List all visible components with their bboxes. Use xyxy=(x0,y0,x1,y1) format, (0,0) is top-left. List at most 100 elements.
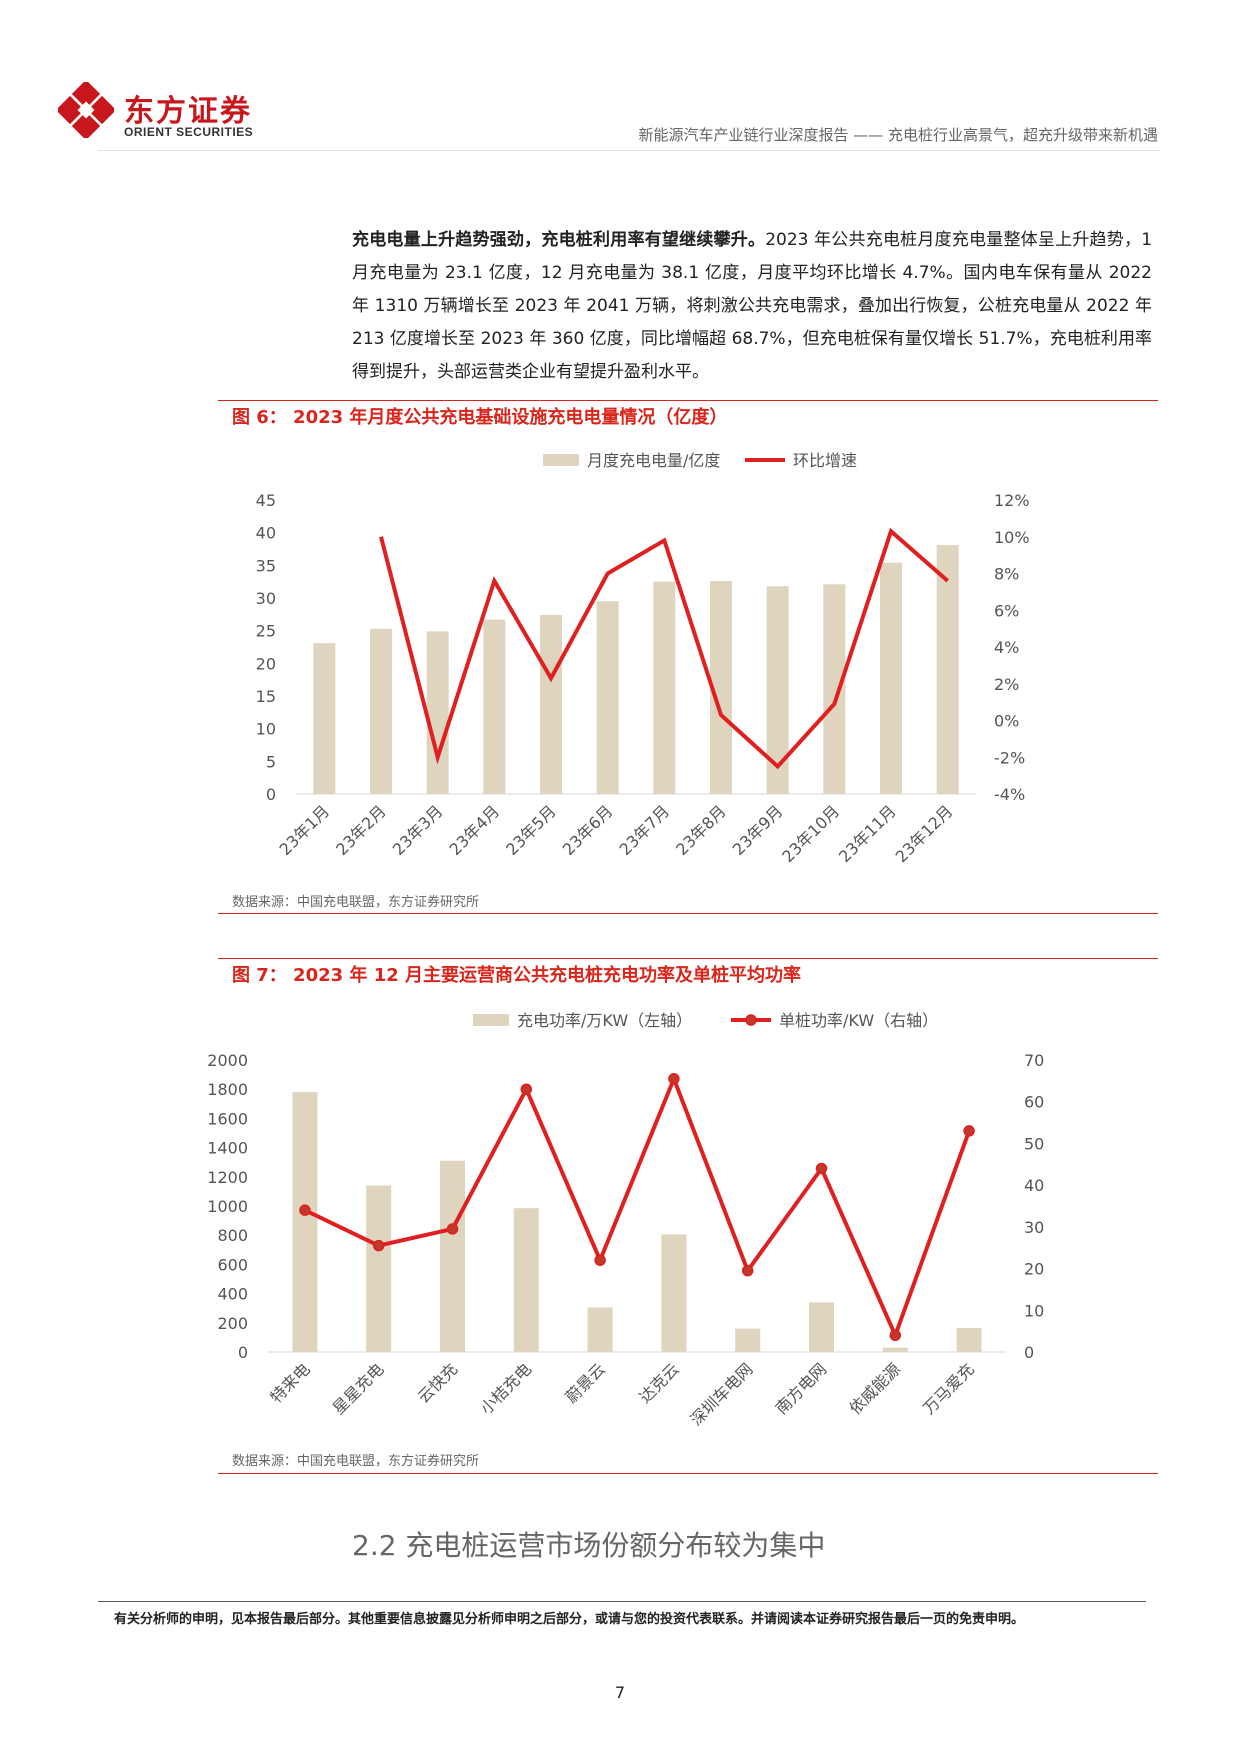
fig7-category-label: 南方电网 xyxy=(772,1359,831,1418)
fig7-line-point xyxy=(668,1073,680,1085)
fig7-category-label: 依威能源 xyxy=(845,1359,904,1418)
fig7-bar xyxy=(809,1302,834,1352)
footer-disclaimer: 有关分析师的申明，见本报告最后部分。其他重要信息披露见分析师申明之后部分，或请与… xyxy=(114,1612,1025,1627)
fig6-right-tick-label: 10% xyxy=(994,528,1030,547)
figure6-top-rule xyxy=(218,400,1158,401)
fig7-bar xyxy=(956,1327,982,1352)
fig7-left-tick-label: 200 xyxy=(217,1314,248,1333)
fig6-left-tick-label: 5 xyxy=(266,752,276,771)
paragraph-lead: 充电电量上升趋势强劲，充电桩利用率有望继续攀升。 xyxy=(352,230,766,250)
fig6-bar xyxy=(483,619,506,794)
fig6-bar xyxy=(653,581,676,794)
fig7-left-tick-label: 400 xyxy=(217,1285,248,1304)
fig6-bar xyxy=(710,581,732,794)
brand-name-en: ORIENT SECURITIES xyxy=(124,125,254,139)
header-divider xyxy=(98,150,1160,151)
fig7-right-tick-label: 30 xyxy=(1024,1218,1044,1237)
figure6-chart: 月度充电电量/亿度 环比增速 0 5 10 15 20 25 30 35 40 45 -4% -2% 0% 2… xyxy=(256,451,1030,866)
fig6-bar xyxy=(596,601,619,794)
fig7-line-point xyxy=(594,1254,606,1266)
fig7-legend-line-marker xyxy=(745,1014,757,1026)
fig7-left-tick-label: 2000 xyxy=(207,1051,248,1070)
fig6-left-tick-label: 25 xyxy=(256,622,276,641)
fig6-legend-bar-label: 月度充电电量/亿度 xyxy=(587,451,720,470)
fig6-bar xyxy=(880,562,902,794)
fig6-left-tick-label: 40 xyxy=(256,524,276,543)
fig6-legend-line-label: 环比增速 xyxy=(793,451,857,470)
fig6-left-tick-label: 0 xyxy=(266,785,276,804)
report-header-title: 新能源汽车产业链行业深度报告 —— 充电桩行业高景气，超充升级带来新机遇 xyxy=(638,126,1158,144)
fig7-legend-bar-label: 充电功率/万KW（左轴） xyxy=(517,1011,692,1030)
fig6-line-series xyxy=(379,527,949,770)
fig6-category-label: 23年8月 xyxy=(672,801,730,859)
figure7-top-rule xyxy=(218,958,1158,959)
fig7-bar xyxy=(366,1185,392,1352)
fig6-right-tick-label: 4% xyxy=(994,638,1019,657)
fig7-right-tick-label: 60 xyxy=(1024,1093,1044,1112)
fig7-bar xyxy=(513,1208,539,1352)
fig7-line-series xyxy=(304,1073,971,1341)
fig7-category-label: 万马爱充 xyxy=(919,1359,978,1418)
fig7-category-label: 小桔充电 xyxy=(476,1359,535,1418)
fig7-legend-line-label: 单桩功率/KW（右轴） xyxy=(779,1011,938,1030)
figure6-title: 图 6： 2023 年月度公共充电基础设施充电电量情况（亿度） xyxy=(232,407,728,428)
fig7-category-label: 达克云 xyxy=(635,1359,682,1406)
fig6-bar xyxy=(766,586,789,794)
fig7-bar xyxy=(661,1234,687,1352)
fig7-right-tick-label: 70 xyxy=(1024,1051,1044,1070)
fig6-right-tick-label: 6% xyxy=(994,601,1019,620)
fig7-right-tick-label: 40 xyxy=(1024,1176,1044,1195)
fig6-category-label: 23年4月 xyxy=(445,801,503,859)
fig7-right-tick-label: 20 xyxy=(1024,1260,1044,1279)
fig6-left-tick-label: 20 xyxy=(256,654,276,673)
fig6-category-label: 23年10月 xyxy=(778,801,843,866)
fig6-left-tick-label: 45 xyxy=(256,491,276,510)
figure7-chart: 充电功率/万KW（左轴） 单桩功率/KW（右轴）02004006008001000… xyxy=(207,1011,1044,1429)
fig6-bar xyxy=(426,631,449,794)
fig6-right-tick-label: -2% xyxy=(994,748,1025,767)
fig7-left-tick-label: 1000 xyxy=(207,1197,248,1216)
fig7-legend-bar-swatch xyxy=(473,1014,509,1026)
fig7-left-tick-label: 800 xyxy=(217,1226,248,1245)
fig7-left-tick-label: 0 xyxy=(238,1343,248,1362)
fig7-line-point xyxy=(299,1204,311,1216)
paragraph-text: 2023 年公共充电桩月度充电量整体呈上升趋势，1 月充电量为 23.1 亿度，… xyxy=(352,230,1153,382)
fig7-line-point xyxy=(889,1329,902,1342)
footer-divider xyxy=(98,1601,1146,1602)
fig6-bar xyxy=(370,628,392,794)
fig7-category-label: 星星充电 xyxy=(329,1359,388,1418)
fig6-category-label: 23年12月 xyxy=(892,801,957,866)
fig7-category-label: 蔚景云 xyxy=(562,1359,609,1406)
fig6-left-tick-label: 15 xyxy=(256,687,276,706)
fig7-right-tick-label: 0 xyxy=(1024,1343,1034,1362)
fig6-bar xyxy=(936,545,959,794)
fig6-right-tick-label: 0% xyxy=(994,712,1019,731)
fig7-line-point xyxy=(815,1162,828,1175)
fig7-line-point xyxy=(741,1264,754,1277)
fig6-right-tick-label: 12% xyxy=(994,491,1030,510)
fig7-right-tick-label: 50 xyxy=(1024,1134,1044,1153)
fig6-category-label: 23年3月 xyxy=(389,801,447,859)
fig7-left-tick-label: 1400 xyxy=(207,1139,248,1158)
section-heading: 2.2 充电桩运营市场份额分布较为集中 xyxy=(352,1529,826,1562)
fig7-right-tick-label: 10 xyxy=(1024,1301,1044,1320)
fig6-bar xyxy=(540,614,562,794)
fig7-line-point xyxy=(963,1125,975,1137)
fig6-left-tick-label: 35 xyxy=(256,556,276,575)
fig6-left-tick-label: 10 xyxy=(256,720,276,739)
fig7-bar xyxy=(587,1307,613,1352)
fig6-category-label: 23年9月 xyxy=(729,801,787,859)
figure7-source: 数据来源：中国充电联盟，东方证券研究所 xyxy=(232,1454,480,1469)
fig7-category-label: 深圳车电网 xyxy=(687,1359,757,1429)
brand-name-cn: 东方证券 xyxy=(124,94,252,129)
fig6-category-label: 23年1月 xyxy=(275,801,333,859)
fig6-bar xyxy=(823,584,846,794)
fig7-category-label: 云快充 xyxy=(414,1359,461,1406)
fig7-bar xyxy=(735,1328,761,1352)
figure7-title: 图 7： 2023 年 12 月主要运营商公共充电桩充电功率及单桩平均功率 xyxy=(232,965,802,986)
fig7-bar xyxy=(292,1092,318,1352)
fig7-left-tick-label: 1800 xyxy=(207,1080,248,1099)
figure7-bottom-rule xyxy=(218,1473,1158,1474)
fig7-line-point xyxy=(446,1223,459,1235)
body-paragraph: 充电电量上升趋势强劲，充电桩利用率有望继续攀升。2023 年公共充电桩月度充电量… xyxy=(352,224,1152,389)
